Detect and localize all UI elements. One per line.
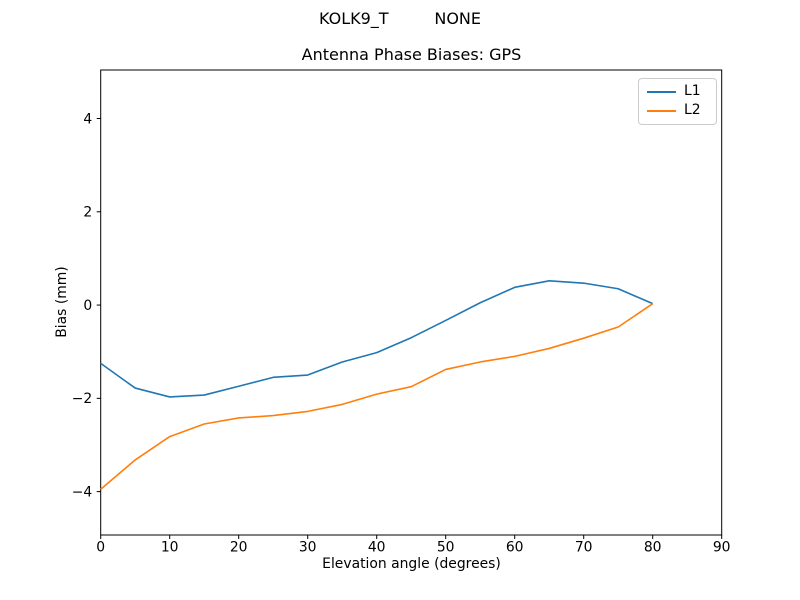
legend-item-l2: L2 <box>647 102 716 119</box>
axes-title: Antenna Phase Biases: GPS <box>301 45 522 64</box>
x-tick-label: 50 <box>437 540 455 556</box>
y-tick-label: −4 <box>72 484 93 500</box>
x-tick-label: 40 <box>368 540 386 556</box>
x-tick-label: 0 <box>96 540 105 556</box>
x-axis-label: Elevation angle (degrees) <box>322 556 501 572</box>
y-tick-label: 0 <box>83 298 92 314</box>
legend-label-l1: L1 <box>684 82 701 99</box>
y-tick-label: 2 <box>83 205 92 221</box>
x-tick-label: 70 <box>575 540 593 556</box>
x-tick-label: 60 <box>506 540 524 556</box>
x-tick-label: 30 <box>299 540 317 556</box>
l1-line <box>100 280 654 398</box>
legend: L1 L2 <box>638 78 717 125</box>
axes-spines <box>100 69 723 536</box>
legend-item-l1: L1 <box>647 82 716 99</box>
l1-line-swatch <box>647 90 676 93</box>
x-tick-label: 10 <box>161 540 179 556</box>
y-tick-label: 4 <box>83 111 92 127</box>
legend-label-l2: L2 <box>684 102 701 119</box>
x-tick-label: 20 <box>230 540 248 556</box>
x-tick-label: 80 <box>644 540 662 556</box>
y-tick-label: −2 <box>72 391 92 407</box>
figure-suptitle: KOLK9_T NONE <box>319 9 481 28</box>
l2-line <box>100 303 654 490</box>
x-tick-label: 90 <box>713 540 731 556</box>
l2-line-swatch <box>647 110 676 113</box>
